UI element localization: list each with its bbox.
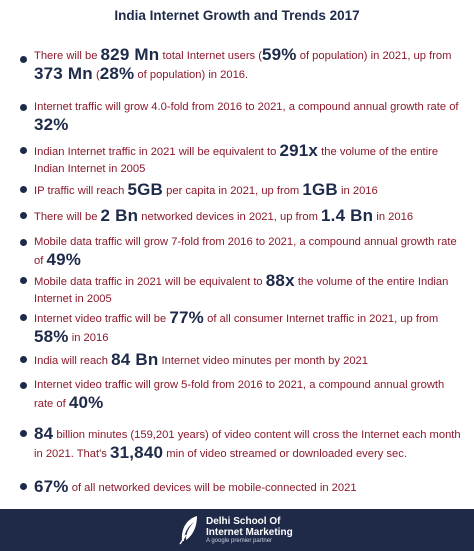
stat-value: 84 Bn [111, 350, 159, 369]
list-item: 67% of all networked devices will be mob… [20, 478, 465, 497]
stat-value: 1GB [302, 180, 338, 199]
bullet-dot [20, 382, 27, 389]
stat-value: 67% [34, 477, 69, 496]
stat-value: 77% [169, 308, 204, 327]
bullet-dot [20, 430, 27, 437]
list-item: India will reach 84 Bn Internet video mi… [20, 351, 465, 370]
page-title: India Internet Growth and Trends 2017 [114, 8, 360, 23]
bullet-dot [20, 356, 27, 363]
list-item: IP traffic will reach 5GB per capita in … [20, 181, 465, 200]
bullet-dot [20, 239, 27, 246]
stat-value: 49% [46, 250, 82, 269]
list-item: Indian Internet traffic in 2021 will be … [20, 142, 465, 178]
list-item: 84 billion minutes (159,201 years) of vi… [20, 425, 465, 463]
stat-value: 40% [68, 393, 104, 412]
stat-value: 2 Bn [100, 206, 139, 225]
stat-value: 31,840 [109, 443, 164, 462]
stat-value: 58% [34, 327, 69, 346]
stat-value: 28% [99, 64, 135, 83]
brand-tagline: A google premier partner [206, 538, 273, 544]
feather-quill-icon [179, 516, 197, 545]
list-item: There will be 829 Mn total Internet user… [20, 46, 465, 84]
stat-value: 829 Mn [100, 45, 160, 64]
bullet-dot [20, 56, 27, 63]
bullet-dot [20, 314, 27, 321]
stat-value: 291x [279, 141, 319, 160]
stat-value: 373 Mn [34, 64, 93, 83]
bullet-dot [20, 104, 27, 111]
list-item: Mobile data traffic in 2021 will be equi… [20, 272, 465, 308]
bullet-dot [20, 186, 27, 193]
stat-value: 88x [265, 271, 295, 290]
brand-name: Delhi School Of Internet Marketing [206, 516, 293, 538]
list-item: Mobile data traffic will grow 7-fold fro… [20, 234, 465, 270]
bullet-dot [20, 277, 27, 284]
list-item: Internet video traffic will grow 5-fold … [20, 377, 465, 413]
stat-value: 59% [261, 45, 297, 64]
bullet-dot [20, 147, 27, 154]
stat-value: 32% [34, 115, 69, 134]
list-item: There will be 2 Bn networked devices in … [20, 207, 465, 226]
list-item: Internet traffic will grow 4.0-fold from… [20, 99, 465, 135]
stat-value: 1.4 Bn [321, 206, 374, 225]
stat-value: 5GB [127, 180, 164, 199]
bullet-dot [20, 212, 27, 219]
bullet-dot [20, 483, 27, 490]
list-item: Internet video traffic will be 77% of al… [20, 309, 465, 347]
stat-value: 84 [34, 424, 54, 443]
footer-bar: Delhi School Of Internet Marketing A goo… [0, 509, 474, 551]
